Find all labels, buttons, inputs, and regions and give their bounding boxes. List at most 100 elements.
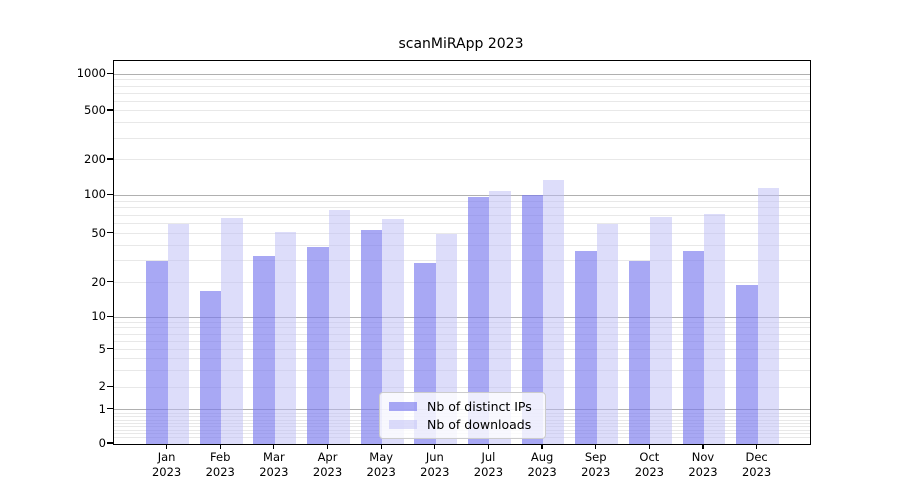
bar-downloads xyxy=(167,223,189,444)
bar-downloads xyxy=(274,231,297,444)
x-axis-tick-label: Jul 2023 xyxy=(473,450,504,479)
y-axis-tick-label: 100 xyxy=(84,187,106,202)
bar-distinct-ips xyxy=(682,251,704,444)
y-axis-tick-label: 500 xyxy=(84,102,106,117)
x-axis-tick-mark xyxy=(487,444,490,449)
x-axis-tick-mark xyxy=(702,444,704,449)
y-axis-tick-mark xyxy=(107,158,113,160)
bar-distinct-ips xyxy=(628,261,651,444)
chart-title: scanMiRApp 2023 xyxy=(398,36,524,52)
gridline-minor xyxy=(114,159,810,161)
x-axis-tick-label: Aug 2023 xyxy=(527,450,557,479)
bar-distinct-ips xyxy=(736,285,758,444)
x-axis-tick-label: Nov 2023 xyxy=(688,450,718,479)
bar-distinct-ips xyxy=(146,261,168,444)
gridline-major xyxy=(114,194,810,196)
y-axis-tick-label: 0 xyxy=(98,436,106,450)
x-axis-tick-mark xyxy=(273,444,275,449)
gridline-minor xyxy=(114,349,810,351)
y-axis-tick-label: 1 xyxy=(98,401,106,416)
bar-distinct-ips xyxy=(468,197,490,444)
gridline-minor xyxy=(114,200,810,202)
legend-swatch-distinct-ips xyxy=(389,402,417,411)
gridline-major xyxy=(114,73,810,75)
x-axis-tick-label: Jan 2023 xyxy=(151,450,182,479)
gridline-minor xyxy=(114,233,810,235)
gridline-minor xyxy=(114,245,810,247)
x-axis-tick-label: Jun 2023 xyxy=(420,450,450,479)
x-axis-tick-label: Dec 2023 xyxy=(741,450,772,479)
bar-downloads xyxy=(435,233,458,444)
bar-downloads xyxy=(328,209,350,444)
gridline-minor xyxy=(114,282,810,284)
bar-downloads xyxy=(650,216,672,444)
x-axis-tick-mark xyxy=(595,444,597,449)
legend-row: Nb of distinct IPs xyxy=(389,398,537,415)
legend-label-distinct-ips: Nb of distinct IPs xyxy=(427,399,532,414)
bar-distinct-ips xyxy=(521,194,544,444)
x-axis-tick-mark xyxy=(326,444,329,449)
x-axis-tick-mark xyxy=(756,444,758,449)
gridline-minor xyxy=(114,85,810,87)
gridline-minor xyxy=(114,79,810,81)
y-axis-tick-mark xyxy=(107,109,113,111)
legend-row: Nb of downloads xyxy=(389,416,537,433)
x-axis-tick-label: May 2023 xyxy=(366,450,396,479)
gridline-minor xyxy=(114,340,810,342)
y-axis-tick-mark xyxy=(107,193,113,195)
bar-downloads xyxy=(596,223,619,444)
x-axis-tick-label: Sep 2023 xyxy=(581,450,611,479)
y-axis-tick-mark xyxy=(107,442,113,444)
bar-downloads xyxy=(382,219,404,444)
gridline-minor xyxy=(114,370,810,372)
gridline-minor xyxy=(114,333,810,335)
bar-distinct-ips xyxy=(307,247,329,444)
gridline-minor xyxy=(114,110,810,112)
gridline-major xyxy=(114,316,810,318)
x-axis-tick-mark xyxy=(541,444,543,449)
bar-distinct-ips xyxy=(199,290,222,444)
gridline-minor xyxy=(114,327,810,329)
gridline-minor xyxy=(114,214,810,216)
x-axis-tick-mark xyxy=(219,444,221,449)
gridline-minor xyxy=(114,358,810,360)
bar-downloads xyxy=(221,218,243,444)
gridline-minor xyxy=(114,223,810,225)
y-axis-tick-label: 1000 xyxy=(76,66,106,81)
y-axis-tick-label: 200 xyxy=(84,151,106,166)
y-axis-tick-label: 2 xyxy=(98,379,106,394)
gridline-minor xyxy=(114,122,810,124)
y-axis-tick-mark xyxy=(107,280,113,283)
legend-label-downloads: Nb of downloads xyxy=(427,417,532,432)
bar-distinct-ips xyxy=(575,251,597,444)
x-axis-tick-label: Oct 2023 xyxy=(634,450,664,479)
y-axis-tick-mark xyxy=(107,408,113,410)
y-axis-tick-label: 5 xyxy=(98,341,106,356)
y-axis-tick-mark xyxy=(107,385,113,388)
x-axis-tick-mark xyxy=(380,444,382,449)
y-axis-tick-label: 50 xyxy=(91,225,106,240)
gridline-minor xyxy=(114,92,810,94)
y-axis-tick-mark xyxy=(107,232,113,234)
gridline-minor xyxy=(114,137,810,139)
gridline-minor xyxy=(114,386,810,388)
x-axis-tick-mark xyxy=(434,444,436,449)
x-axis-tick-mark xyxy=(648,444,650,449)
bar-downloads xyxy=(543,180,565,444)
y-axis-tick-mark xyxy=(107,348,113,350)
legend: Nb of distinct IPs Nb of downloads xyxy=(379,392,546,439)
y-axis-tick-label: 20 xyxy=(91,274,106,289)
legend-swatch-downloads xyxy=(389,420,417,429)
bar-distinct-ips xyxy=(253,255,275,444)
gridline-minor xyxy=(114,321,810,323)
x-axis-tick-label: Mar 2023 xyxy=(259,450,289,479)
plot-area: Nb of distinct IPs Nb of downloads xyxy=(113,60,811,445)
y-axis-tick-label: 10 xyxy=(91,309,106,324)
gridline-minor xyxy=(114,100,810,102)
bar-distinct-ips xyxy=(360,229,383,444)
y-axis-tick-mark xyxy=(107,72,113,74)
x-axis-tick-mark xyxy=(166,444,168,449)
bar-downloads xyxy=(704,214,726,444)
bar-downloads xyxy=(489,191,511,444)
